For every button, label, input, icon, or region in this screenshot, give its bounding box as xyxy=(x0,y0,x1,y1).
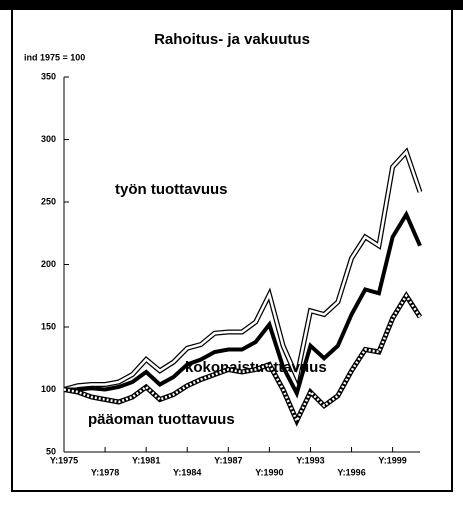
y-tick-label: 350 xyxy=(41,71,56,81)
top-band xyxy=(0,0,463,10)
x-tick-label: Y:1996 xyxy=(337,467,365,477)
series-label: pääoman tuottavuus xyxy=(88,411,235,428)
x-tick-label: Y:1999 xyxy=(378,455,406,465)
series-line-inner xyxy=(63,149,422,391)
x-tick-label: Y:1981 xyxy=(132,455,160,465)
y-tick-label: 50 xyxy=(46,446,56,456)
series-label: työn tuottavuus xyxy=(115,181,228,198)
x-tick-label: Y:1984 xyxy=(173,467,201,477)
y-tick-label: 250 xyxy=(41,196,56,206)
series-line xyxy=(64,210,422,399)
x-tick-label: Y:1975 xyxy=(50,455,78,465)
frame xyxy=(11,8,453,492)
y-tick-label: 100 xyxy=(41,384,56,394)
y-tick-label: 300 xyxy=(41,134,56,144)
x-tick-label: Y:1993 xyxy=(296,455,324,465)
x-tick-label: Y:1978 xyxy=(91,467,119,477)
chart-title: Rahoitus- ja vakuutus xyxy=(154,31,310,48)
subtitle: ind 1975 = 100 xyxy=(24,52,85,62)
y-tick-label: 150 xyxy=(41,321,56,331)
x-tick-label: Y:1987 xyxy=(214,455,242,465)
x-tick-label: Y:1990 xyxy=(255,467,283,477)
y-tick-label: 200 xyxy=(41,259,56,269)
series-line-inner xyxy=(63,293,422,424)
